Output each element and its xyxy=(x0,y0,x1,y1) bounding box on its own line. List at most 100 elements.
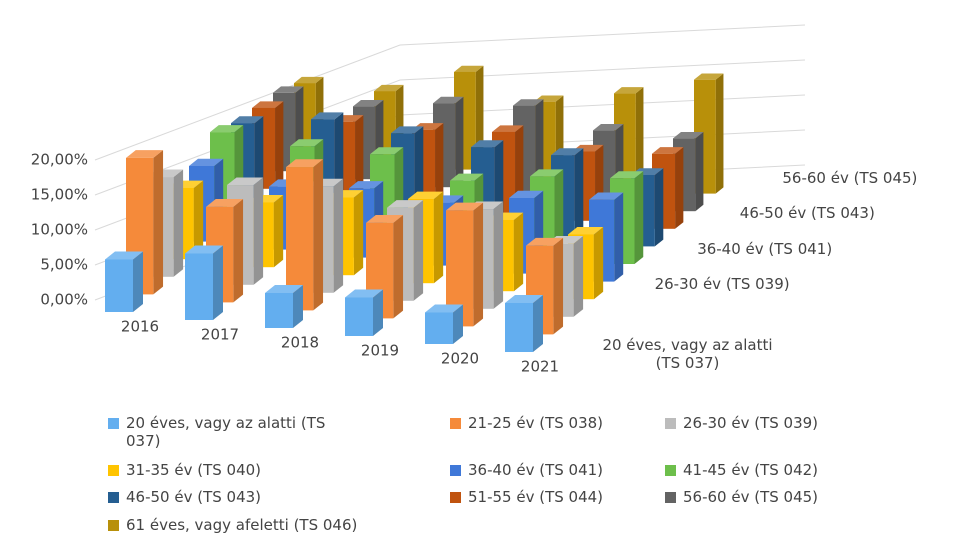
bar-side xyxy=(695,132,704,212)
bar-top xyxy=(265,285,303,293)
bar-top xyxy=(273,86,304,93)
bar-top xyxy=(505,295,543,303)
y-tick-label: 15,00% xyxy=(31,186,88,204)
bar-side xyxy=(193,180,204,260)
bar-side xyxy=(593,227,604,300)
bar-top xyxy=(391,126,424,134)
depth-label: 36-40 év (TS 041) xyxy=(697,239,833,258)
bar-side xyxy=(573,236,584,317)
bar-side xyxy=(715,73,724,194)
bar-side xyxy=(533,295,543,352)
bar-top xyxy=(450,173,484,181)
bar xyxy=(345,297,373,336)
bar-top xyxy=(227,177,264,186)
legend-swatch xyxy=(108,492,119,503)
bar-side xyxy=(433,191,444,284)
x-tick-label: 2019 xyxy=(361,342,399,360)
bar-side xyxy=(273,195,284,268)
y-tick-label: 10,00% xyxy=(31,221,88,239)
bar-top xyxy=(349,181,384,189)
bar-side xyxy=(355,115,364,197)
legend-item: 31-35 év (TS 040) xyxy=(108,461,261,479)
legend-swatch xyxy=(450,465,461,476)
bar-top xyxy=(206,199,244,207)
y-tick-label: 5,00% xyxy=(40,256,88,274)
bar xyxy=(265,293,293,328)
legend-item: 41-45 év (TS 042) xyxy=(665,461,818,479)
x-tick-label: 2017 xyxy=(201,326,239,344)
legend-swatch xyxy=(108,465,119,476)
bar-top xyxy=(446,202,484,211)
bar-top xyxy=(290,139,324,147)
legend-item: 26-30 év (TS 039) xyxy=(665,414,818,432)
bar-side xyxy=(513,212,524,292)
bar-top xyxy=(568,227,604,235)
bar-top xyxy=(433,96,464,104)
bar xyxy=(185,253,213,320)
bar-top xyxy=(526,237,564,246)
bar-side xyxy=(353,190,364,276)
bar-top xyxy=(454,65,484,72)
bar-top xyxy=(408,191,444,200)
bar-side xyxy=(275,101,284,189)
bar xyxy=(505,303,533,352)
bar-top xyxy=(286,159,324,168)
bar-top xyxy=(492,125,524,132)
grid-line xyxy=(94,59,806,196)
bar-side xyxy=(455,96,464,188)
bar-side xyxy=(393,215,404,319)
bar-side xyxy=(253,177,264,285)
x-tick-label: 2020 xyxy=(441,350,479,368)
bar-side xyxy=(293,285,303,328)
bar-side xyxy=(675,147,684,229)
legend-item: 51-55 év (TS 044) xyxy=(450,488,603,506)
depth-label: 46-50 év (TS 043) xyxy=(739,204,875,223)
bar-top xyxy=(189,158,224,166)
bar-top xyxy=(105,251,143,260)
bar-top xyxy=(387,200,424,208)
bar-side xyxy=(233,199,244,303)
bar-top xyxy=(366,215,404,223)
bar-side xyxy=(634,171,644,264)
depth-label: 26-30 év (TS 039) xyxy=(654,274,790,293)
bar-side xyxy=(313,159,324,311)
bar-side xyxy=(153,150,164,295)
legend-swatch xyxy=(108,520,119,531)
bar-side xyxy=(133,251,143,312)
grid-line xyxy=(94,24,806,161)
legend-item: 21-25 év (TS 038) xyxy=(450,414,603,432)
bar-side xyxy=(635,87,644,186)
bar-side xyxy=(333,178,344,293)
legend-item: 56-60 év (TS 045) xyxy=(665,488,818,506)
bar-side xyxy=(453,304,463,344)
bar-top xyxy=(210,125,244,133)
bar-top xyxy=(589,192,624,200)
bar-top xyxy=(231,116,264,124)
bar-top xyxy=(471,140,504,148)
bar-top xyxy=(185,245,223,254)
bar-side xyxy=(213,245,223,320)
legend-swatch xyxy=(665,492,676,503)
y-tick-label: 20,00% xyxy=(31,151,88,169)
bar-side xyxy=(614,192,624,282)
bar-top xyxy=(614,87,644,94)
bar-top xyxy=(353,100,384,107)
x-tick-label: 2018 xyxy=(281,334,319,352)
legend-item: 61 éves, vagy afeletti (TS 046) xyxy=(108,516,357,534)
bar-side xyxy=(553,237,564,335)
depth-label: 56-60 év (TS 045) xyxy=(782,169,918,188)
bar-side xyxy=(554,169,564,256)
bar-side xyxy=(473,202,484,327)
bar-top xyxy=(593,124,624,131)
legend-item: 36-40 év (TS 041) xyxy=(450,461,603,479)
bar-top xyxy=(374,84,404,92)
bar-top xyxy=(673,132,704,139)
legend-swatch xyxy=(108,418,119,429)
bar-top xyxy=(551,148,584,156)
bar xyxy=(105,259,133,312)
bar-top xyxy=(126,150,164,158)
bar-top xyxy=(509,190,544,198)
x-tick-label: 2021 xyxy=(521,358,559,376)
